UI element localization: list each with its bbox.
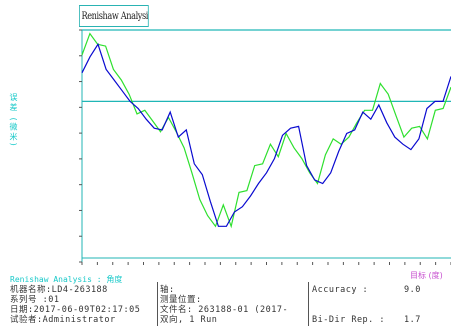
test-date: 日期:2017-06-09T02:17:05: [10, 305, 141, 315]
tester-name: 试验者:Administrator: [10, 315, 116, 325]
serial-number: 系列号 :01: [10, 295, 60, 305]
footer-divider-left: [157, 282, 158, 326]
direction-field: 双向, 1 Run: [160, 315, 218, 325]
bidir-rep-label: Bi-Dir Rep. :: [312, 315, 386, 325]
series-backward-line: [81, 42, 451, 227]
filename-field: 文件名: 263188-01 (2017-: [160, 305, 289, 315]
bidir-rep-value: 1.7: [404, 315, 421, 325]
chart-title: Renishaw Analysis: [79, 5, 149, 27]
machine-name: 机器名称:LD4-263188: [10, 285, 108, 295]
x-axis-label: 目标 (度): [410, 271, 443, 280]
series-forward-line: [81, 32, 451, 229]
footer-divider-right: [308, 282, 309, 326]
accuracy-value: 9.0: [404, 285, 421, 295]
footer-title: Renishaw Analysis : 角度: [10, 275, 123, 284]
location-field: 测量位置:: [160, 295, 202, 305]
axis-field: 轴:: [160, 285, 175, 295]
y-axis-label: 误差 (微米): [9, 93, 18, 148]
accuracy-label: Accuracy :: [312, 285, 369, 295]
